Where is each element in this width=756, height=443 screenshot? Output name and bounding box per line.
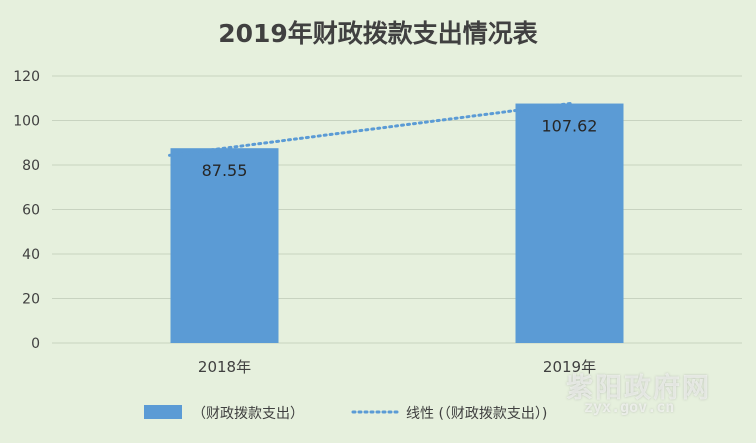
y-tick-label: 60 bbox=[22, 203, 40, 219]
y-tick-label: 120 bbox=[13, 69, 40, 85]
data-label: 107.62 bbox=[542, 117, 598, 136]
data-label: 87.55 bbox=[202, 161, 248, 180]
y-tick-label: 100 bbox=[13, 114, 40, 130]
chart-title: 2019年财政拨款支出情况表 bbox=[218, 19, 538, 48]
y-tick-label: 20 bbox=[22, 292, 40, 308]
y-tick-label: 80 bbox=[22, 158, 40, 174]
watermark-logo: 紫阳政府网 bbox=[566, 373, 711, 404]
trendline bbox=[168, 101, 573, 157]
legend-label-trendline: 线性 (（财政拨款支出）) bbox=[406, 406, 547, 422]
bar bbox=[515, 103, 624, 343]
legend-swatch-bar bbox=[144, 405, 182, 419]
y-tick-label: 40 bbox=[22, 247, 40, 263]
legend-label-bar: （财政拨款支出） bbox=[192, 406, 304, 422]
watermark-url: zyx.gov.cn bbox=[584, 398, 675, 416]
x-tick-label: 2019年 bbox=[543, 358, 596, 376]
y-tick-label: 0 bbox=[31, 336, 40, 352]
bar bbox=[170, 148, 279, 343]
x-tick-label: 2018年 bbox=[198, 358, 251, 376]
